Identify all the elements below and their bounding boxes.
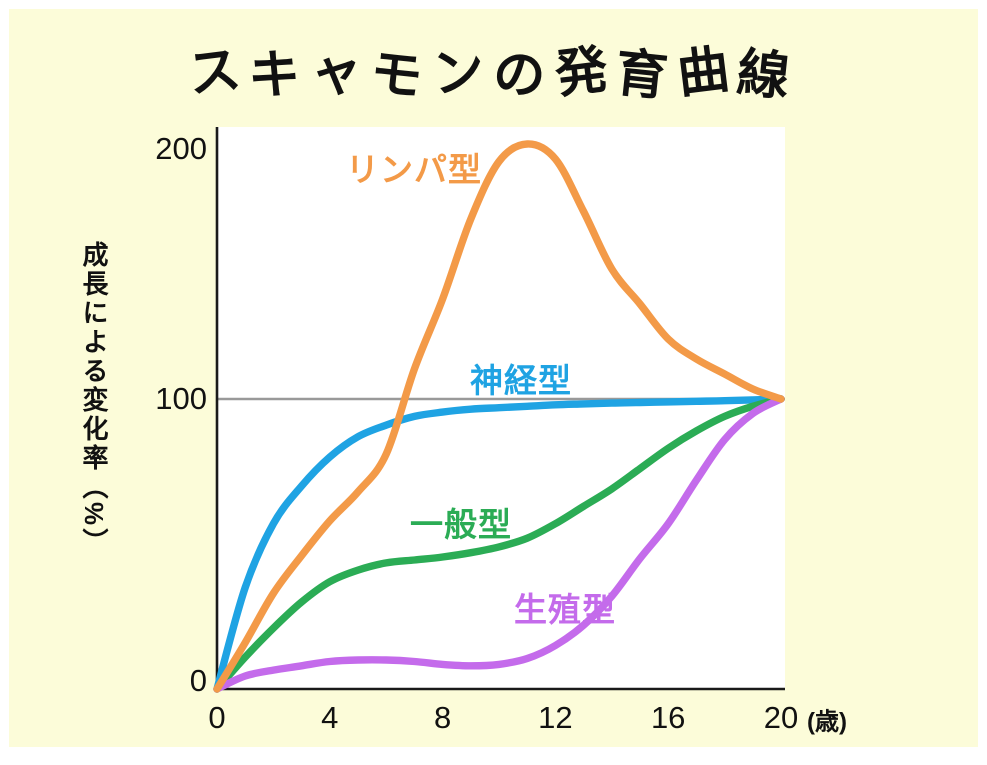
y-tick-100: 100 (155, 381, 207, 416)
series-label-lymphoid: リンパ型 (346, 151, 482, 188)
y-axis-title: 成長による変化率（%） (79, 241, 109, 558)
x-tick-16: 16 (650, 700, 686, 735)
curve-general (213, 395, 785, 693)
plot-svg (213, 127, 785, 693)
x-axis-unit-label: (歳) (807, 708, 847, 736)
y-tick-200: 200 (155, 131, 207, 166)
x-tick-20: 20 (763, 700, 799, 735)
x-tick-12: 12 (538, 700, 573, 735)
series-label-neural: 神経型 (470, 362, 572, 399)
y-tick-0: 0 (189, 663, 207, 698)
x-tick-8: 8 (433, 700, 452, 735)
x-tick-4: 4 (321, 700, 339, 735)
x-tick-0: 0 (208, 700, 226, 735)
curve-neural (213, 395, 785, 693)
series-label-general: 一般型 (410, 506, 512, 543)
series-label-genital: 生殖型 (514, 591, 616, 628)
chart-card: スキャモンの発育曲線 成長による変化率（%） 200 100 0 0 4 8 1… (9, 9, 978, 747)
curve-genital (213, 395, 785, 693)
curve-lymphoid (213, 140, 785, 693)
